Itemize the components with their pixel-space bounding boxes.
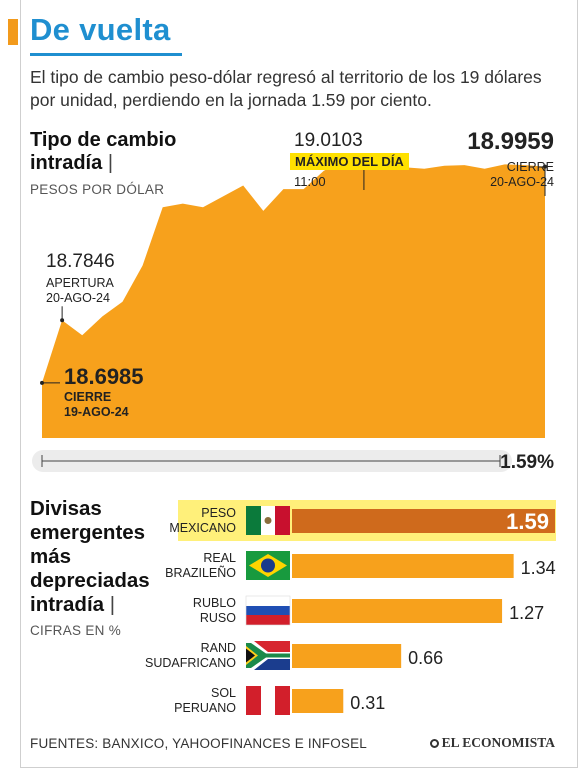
brand-name: EL ECONOMISTA: [441, 735, 555, 750]
open-value-label: 18.7846: [46, 251, 115, 272]
currency-name-line2: PERUANO: [174, 701, 236, 715]
open-caption: APERTURA 20-AGO-24: [46, 276, 114, 306]
brand-logo: EL ECONOMISTA: [429, 735, 555, 751]
currency-name-line2: BRAZILEÑO: [165, 566, 236, 580]
ranking-unit: CIFRAS EN %: [30, 623, 122, 638]
flag-stripe: [275, 506, 290, 535]
open-label: APERTURA: [46, 276, 114, 290]
title-accent-bar: [8, 19, 18, 45]
brand-mark-icon: [429, 739, 439, 748]
flag-stripe: [246, 615, 290, 625]
flag-icon: [246, 641, 290, 670]
intraday-area: [42, 156, 545, 438]
currency-name-line2: RUSO: [200, 611, 236, 625]
currency-name-line1: SOL: [211, 686, 236, 700]
close-label: CIERRE: [506, 160, 554, 174]
sources-footer: FUENTES: BANXICO, YAHOOFINANCES E INFOSE…: [30, 736, 368, 751]
bar-value-label: 0.66: [408, 648, 443, 668]
ranking-heading-line2: emergentes: [30, 521, 146, 544]
prev-close-label: CIERRE: [64, 390, 112, 404]
ranking-heading-separator: |: [109, 593, 116, 616]
max-value-label: 19.0103: [294, 130, 363, 151]
intraday-heading-separator: |: [107, 152, 114, 174]
flag-emblem: [264, 517, 272, 524]
intraday-heading-line2-wrap: intradía |: [30, 152, 176, 175]
flag-stripe: [246, 506, 261, 535]
ranking-heading-line3: más: [30, 545, 72, 568]
flag-stripe: [261, 686, 275, 715]
bar-value-label: 1.34: [521, 558, 556, 578]
intraday-heading-line2: intradía: [30, 152, 103, 174]
currency-name-line2: SUDAFRICANO: [145, 656, 236, 670]
bar: [292, 509, 555, 533]
close-date: 20-AGO-24: [490, 175, 554, 189]
flag-globe: [261, 558, 275, 573]
ranking-heading-line1: Divisas: [30, 497, 102, 520]
bar-value-label: 0.31: [350, 693, 385, 713]
bar: [292, 554, 514, 578]
ranking-heading: Divisas emergentes más depreciadas intra…: [30, 497, 150, 617]
ranking-heading-line5: intradía: [30, 593, 105, 616]
flag-icon: [246, 551, 290, 580]
intraday-heading: Tipo de cambio intradía |: [30, 129, 176, 175]
intraday-unit: PESOS POR DÓLAR: [30, 182, 165, 197]
prev-close-date: 19-AGO-24: [64, 405, 129, 419]
bar-value-label: 1.59: [506, 509, 549, 534]
bar: [292, 644, 402, 668]
max-badge: MÁXIMO DEL DÍA: [290, 153, 409, 170]
open-point-marker: [60, 318, 65, 323]
prev-close-point-marker: [40, 380, 44, 385]
flag-pall: [246, 643, 290, 668]
close-value-label: 18.9959: [467, 128, 554, 155]
prev-close-caption: CIERRE 19-AGO-24: [64, 390, 129, 420]
bar-value-label: 1.27: [509, 603, 544, 623]
intraday-area-chart: [32, 154, 547, 472]
infographic-title: De vuelta: [30, 12, 171, 47]
flag-stripe: [275, 686, 290, 715]
currency-name-line1: RUBLO: [193, 596, 236, 610]
flag-stripe: [246, 606, 290, 615]
ranking-heading-line5-wrap: intradía |: [30, 593, 150, 617]
ranking-heading-line4: depreciadas: [30, 569, 150, 592]
change-percent-label: 1.59%: [500, 452, 554, 473]
infographic-subtitle: El tipo de cambio peso-dólar regresó al …: [30, 67, 542, 110]
close-point-marker: [543, 164, 547, 169]
intraday-heading-line1: Tipo de cambio: [30, 129, 177, 151]
flag-icon: [246, 506, 290, 535]
open-date: 20-AGO-24: [46, 291, 110, 305]
flag-icon: [245, 595, 291, 626]
prev-close-value-label: 18.6985: [64, 364, 144, 389]
flag-border: [245, 595, 291, 626]
max-time-label: 11:00: [294, 174, 326, 189]
bar: [292, 599, 503, 623]
flag-icon: [246, 686, 290, 715]
currency-name-line2: MEXICANO: [169, 521, 236, 535]
currency-name-line1: REAL: [203, 551, 236, 565]
flag-stripe: [246, 596, 290, 606]
currency-name-line1: RAND: [201, 641, 236, 655]
flag-stripe: [246, 686, 261, 715]
currency-name-line1: PESO: [201, 506, 236, 520]
max-badge-wrap: MÁXIMO DEL DÍA: [290, 153, 409, 171]
bar: [292, 689, 344, 713]
title-underline: [30, 53, 182, 56]
flag-triangle: [246, 648, 255, 663]
close-caption: CIERRE 20-AGO-24: [490, 160, 554, 190]
